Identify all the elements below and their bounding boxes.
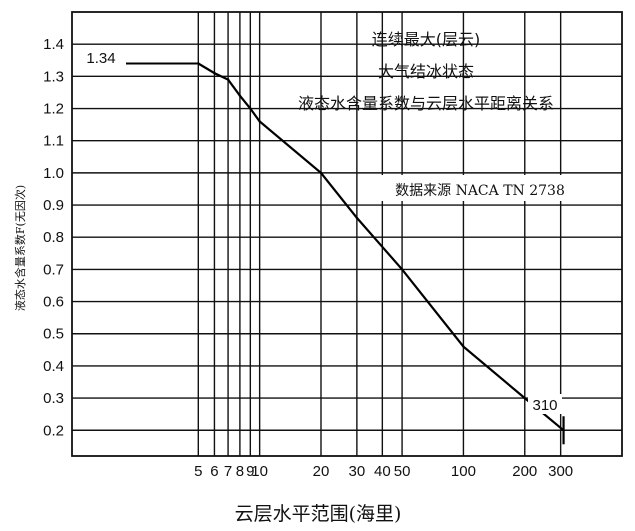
series-point-200 [523, 396, 526, 400]
series-layer [126, 62, 565, 445]
series-point-7 [226, 78, 230, 81]
y-tick-label-0.3: 0.3 [43, 390, 64, 407]
y-tick-label-1.2: 1.2 [43, 101, 64, 118]
series-point-20 [319, 171, 323, 175]
y-tick-label-0.5: 0.5 [43, 326, 64, 343]
x-tick-label-30: 30 [349, 463, 366, 480]
series-line [197, 62, 565, 432]
y-tick-label-0.8: 0.8 [43, 229, 64, 246]
series-point-10 [258, 120, 261, 123]
y-tick-label-0.2: 0.2 [43, 422, 64, 439]
source-note-bg [362, 175, 602, 201]
chart-title-line-1: 连续最大(层云) [372, 30, 481, 49]
source-note: 数据来源 NACA TN 2738 [395, 183, 565, 199]
y-tick-label-1.0: 1.0 [43, 165, 64, 182]
x-tick-label-100: 100 [451, 463, 476, 480]
x-tick-label-200: 200 [512, 463, 537, 480]
series-point-100 [462, 345, 465, 348]
y-tick-label-0.9: 0.9 [43, 197, 64, 214]
x-tick-label-8: 8 [236, 463, 244, 480]
grid [72, 12, 622, 456]
x-tick-label-300: 300 [548, 463, 573, 480]
plot-frame [71, 11, 623, 457]
x-tick-label-5: 5 [194, 463, 202, 480]
series-point-30 [355, 216, 359, 220]
annotation-1.34: 1.34 [86, 50, 115, 67]
plot-border [71, 11, 623, 457]
x-tick-label-50: 50 [394, 463, 411, 480]
y-tick-label-1.1: 1.1 [43, 133, 64, 150]
x-tick-label-10: 10 [251, 463, 268, 480]
series-point-8 [238, 94, 242, 97]
y-tick-label-0.7: 0.7 [43, 261, 64, 278]
y-tick-label-0.4: 0.4 [43, 358, 64, 375]
x-tick-label-6: 6 [210, 463, 218, 480]
chart-title-line-3: 液态水含量系数与云层水平距离关系 [298, 94, 554, 113]
series-point-9 [249, 107, 252, 110]
annotation-310: 310 [532, 397, 557, 414]
series-point-6 [213, 71, 216, 75]
x-axis-label: 云层水平范围(海里) [235, 503, 402, 525]
series-point-50 [400, 268, 404, 271]
x-tick-label-9: 9 [246, 463, 254, 480]
annotation-310-bg [528, 394, 562, 414]
tick-layer: 0.2 0.3 0.4 0.5 0.6 0.7 0.8 0.9 1.0 1.1 1.2 1.3 1.4 5… [43, 36, 573, 480]
y-axis-label: 液态水含量系数F(无因次) [13, 185, 27, 311]
chart-title-line-2: 大气结冰状态 [378, 62, 474, 81]
x-tick-label-40: 40 [374, 463, 391, 480]
y-tick-label-1.3: 1.3 [43, 68, 64, 85]
x-tick-label-20: 20 [313, 463, 330, 480]
x-tick-label-7: 7 [224, 463, 232, 480]
y-tick-label-1.4: 1.4 [43, 36, 64, 53]
annotation-1.34-bg [80, 47, 124, 67]
y-tick-label-0.6: 0.6 [43, 294, 64, 311]
